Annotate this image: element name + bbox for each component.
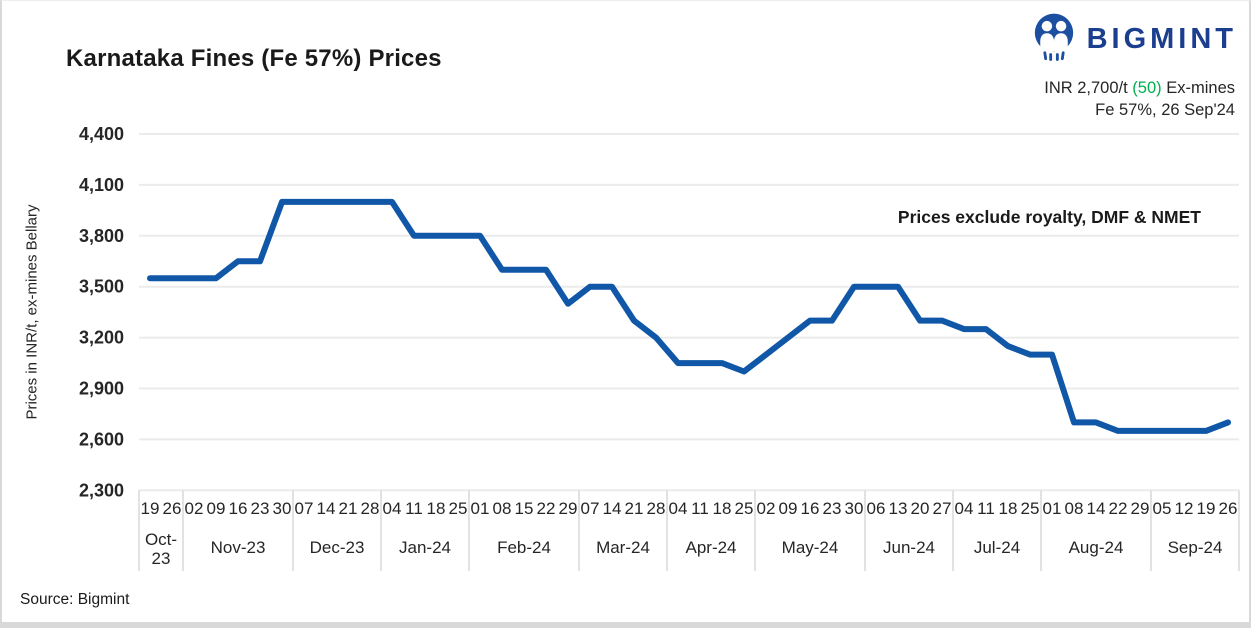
source-note: Source: Bigmint [20, 591, 130, 608]
svg-text:12: 12 [1175, 499, 1194, 518]
svg-text:14: 14 [603, 499, 622, 518]
svg-text:25: 25 [1021, 499, 1040, 518]
svg-text:Jul-24: Jul-24 [974, 538, 1020, 557]
svg-text:28: 28 [361, 499, 380, 518]
svg-text:4,400: 4,400 [79, 124, 124, 144]
svg-text:26: 26 [163, 499, 182, 518]
svg-text:01: 01 [1043, 499, 1062, 518]
svg-text:Jan-24: Jan-24 [399, 538, 451, 557]
svg-text:20: 20 [911, 499, 930, 518]
svg-text:30: 30 [273, 499, 292, 518]
chart-annotation: Prices exclude royalty, DMF & NMET [897, 207, 1201, 227]
svg-text:3,200: 3,200 [79, 328, 124, 348]
svg-text:11: 11 [977, 499, 995, 518]
svg-text:4,100: 4,100 [79, 175, 124, 195]
bigmint-people-icon [1029, 11, 1079, 68]
svg-text:2,300: 2,300 [79, 480, 124, 500]
svg-text:13: 13 [889, 499, 908, 518]
svg-text:30: 30 [845, 499, 864, 518]
x-axis-month-labels: Oct-23 Nov-23 Dec-23 Jan-24 Feb-24 Mar-24 Apr-… [145, 530, 1222, 568]
svg-text:08: 08 [493, 499, 512, 518]
svg-text:May-24: May-24 [782, 538, 839, 557]
svg-text:23: 23 [823, 499, 842, 518]
svg-text:02: 02 [757, 499, 776, 518]
svg-text:23: 23 [152, 549, 171, 568]
svg-text:Mar-24: Mar-24 [596, 538, 650, 557]
svg-text:16: 16 [801, 499, 820, 518]
svg-text:29: 29 [1131, 499, 1150, 518]
svg-text:01: 01 [471, 499, 490, 518]
svg-text:11: 11 [691, 499, 709, 518]
svg-text:Aug-24: Aug-24 [1069, 538, 1124, 557]
price-terms: Ex-mines [1166, 79, 1235, 97]
price-current-line: INR 2,700/t (50) Ex-mines [1044, 77, 1235, 99]
svg-text:29: 29 [559, 499, 578, 518]
svg-text:04: 04 [383, 499, 402, 518]
svg-text:08: 08 [1065, 499, 1084, 518]
price-summary: INR 2,700/t (50) Ex-mines Fe 57%, 26 Sep… [1044, 77, 1235, 121]
svg-text:26: 26 [1219, 499, 1238, 518]
svg-text:18: 18 [999, 499, 1018, 518]
svg-text:09: 09 [207, 499, 226, 518]
svg-text:06: 06 [867, 499, 886, 518]
svg-text:22: 22 [1109, 499, 1128, 518]
price-spec-date: Fe 57%, 26 Sep'24 [1095, 101, 1235, 119]
svg-text:05: 05 [1153, 499, 1172, 518]
brand-logo: BIGMINT [1029, 11, 1237, 68]
svg-text:11: 11 [405, 499, 423, 518]
svg-text:Sep-24: Sep-24 [1168, 538, 1223, 557]
svg-text:07: 07 [581, 499, 600, 518]
svg-text:15: 15 [515, 499, 534, 518]
svg-text:19: 19 [1197, 499, 1216, 518]
svg-text:22: 22 [537, 499, 556, 518]
svg-text:14: 14 [1087, 499, 1106, 518]
svg-text:25: 25 [449, 499, 468, 518]
price-current: INR 2,700/t [1044, 79, 1128, 97]
brand-name: BIGMINT [1086, 23, 1237, 55]
svg-text:Jun-24: Jun-24 [883, 538, 935, 557]
svg-text:19: 19 [141, 499, 160, 518]
page-title: Karnataka Fines (Fe 57%) Prices [66, 45, 442, 72]
y-tick-labels: 4,400 4,100 3,800 3,500 3,200 2,900 2,600 2,300 [79, 124, 124, 500]
svg-text:27: 27 [933, 499, 952, 518]
price-change: (50) [1132, 79, 1162, 97]
svg-text:Nov-23: Nov-23 [211, 538, 266, 557]
svg-text:23: 23 [251, 499, 270, 518]
svg-text:Feb-24: Feb-24 [497, 538, 551, 557]
svg-text:28: 28 [647, 499, 666, 518]
svg-text:2,600: 2,600 [79, 429, 124, 449]
svg-text:16: 16 [229, 499, 248, 518]
svg-text:09: 09 [779, 499, 798, 518]
svg-text:14: 14 [317, 499, 336, 518]
svg-text:18: 18 [713, 499, 732, 518]
svg-text:04: 04 [669, 499, 688, 518]
svg-text:3,500: 3,500 [79, 277, 124, 297]
gridlines-group [139, 133, 1239, 492]
series-line [147, 198, 1231, 434]
svg-text:21: 21 [339, 499, 358, 518]
svg-text:Oct-: Oct- [145, 530, 177, 549]
svg-text:04: 04 [955, 499, 974, 518]
svg-text:02: 02 [185, 499, 204, 518]
svg-text:21: 21 [625, 499, 644, 518]
svg-text:3,800: 3,800 [79, 226, 124, 246]
svg-text:Dec-23: Dec-23 [310, 538, 365, 557]
svg-text:25: 25 [735, 499, 754, 518]
x-axis-day-labels: 19 26 02 09 16 23 30 07 14 21 28 04 11 18 25 01 08 15 22 29… [141, 499, 1238, 518]
svg-text:18: 18 [427, 499, 446, 518]
svg-text:07: 07 [295, 499, 314, 518]
svg-text:Apr-24: Apr-24 [685, 538, 736, 557]
month-separators [138, 490, 1240, 571]
svg-text:2,900: 2,900 [79, 379, 124, 399]
